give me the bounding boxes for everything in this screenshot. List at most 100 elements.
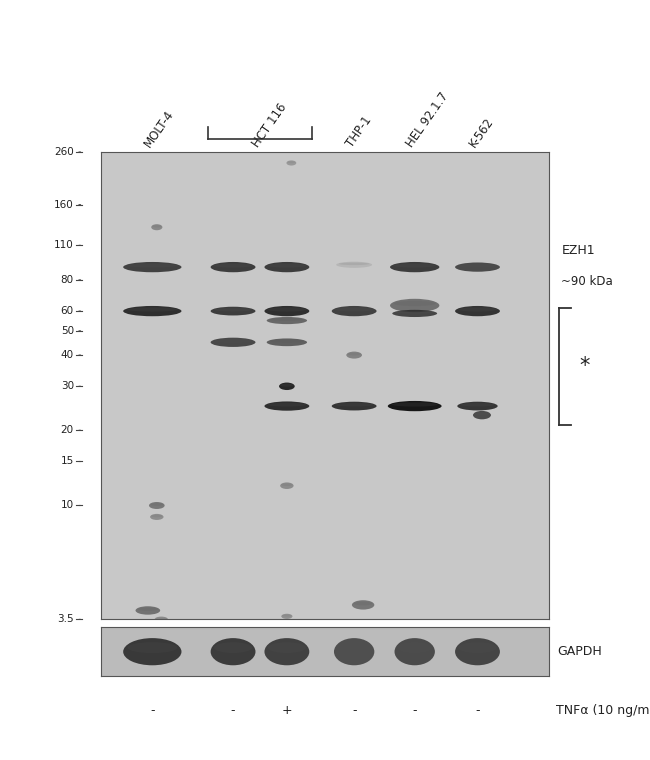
Ellipse shape — [266, 338, 307, 346]
Text: 40: 40 — [60, 350, 74, 360]
Ellipse shape — [279, 382, 294, 390]
Ellipse shape — [336, 261, 372, 268]
Ellipse shape — [265, 401, 309, 410]
Ellipse shape — [354, 602, 372, 606]
Ellipse shape — [280, 384, 294, 387]
Text: 260: 260 — [54, 147, 74, 157]
Ellipse shape — [287, 161, 296, 163]
Ellipse shape — [396, 311, 434, 314]
Text: -: - — [475, 704, 480, 717]
Text: GAPDH: GAPDH — [557, 645, 602, 658]
Ellipse shape — [392, 310, 437, 317]
Ellipse shape — [155, 617, 167, 619]
Ellipse shape — [392, 403, 437, 407]
Ellipse shape — [268, 308, 306, 312]
Text: 160: 160 — [54, 200, 74, 210]
Ellipse shape — [123, 262, 181, 272]
Ellipse shape — [334, 638, 374, 665]
Ellipse shape — [332, 306, 376, 316]
Ellipse shape — [455, 262, 500, 272]
Text: 20: 20 — [60, 426, 74, 435]
Ellipse shape — [265, 638, 309, 665]
Ellipse shape — [137, 607, 159, 611]
Ellipse shape — [335, 308, 373, 312]
Ellipse shape — [211, 638, 255, 665]
Ellipse shape — [265, 306, 309, 316]
Ellipse shape — [281, 614, 292, 619]
Ellipse shape — [214, 308, 252, 312]
Ellipse shape — [398, 642, 432, 653]
Ellipse shape — [127, 308, 177, 312]
Text: 3.5: 3.5 — [57, 614, 74, 625]
Ellipse shape — [265, 262, 309, 272]
Ellipse shape — [458, 642, 497, 653]
Text: -: - — [352, 704, 356, 717]
Ellipse shape — [266, 317, 307, 324]
Ellipse shape — [151, 224, 162, 230]
Ellipse shape — [390, 299, 439, 312]
Ellipse shape — [268, 642, 306, 653]
Ellipse shape — [335, 403, 373, 407]
Text: -: - — [413, 704, 417, 717]
Ellipse shape — [214, 642, 252, 653]
Text: ~90 kDa: ~90 kDa — [562, 274, 613, 287]
Ellipse shape — [339, 263, 369, 265]
Ellipse shape — [150, 503, 164, 506]
Ellipse shape — [211, 262, 255, 272]
Text: *: * — [580, 356, 590, 376]
Ellipse shape — [455, 306, 500, 316]
Ellipse shape — [281, 483, 292, 486]
Ellipse shape — [394, 264, 436, 268]
Ellipse shape — [268, 264, 306, 268]
Text: 15: 15 — [60, 457, 74, 467]
Text: 80: 80 — [60, 275, 74, 285]
Ellipse shape — [346, 352, 362, 359]
Ellipse shape — [395, 638, 435, 665]
Text: TNFα (10 ng/ml, 40 min): TNFα (10 ng/ml, 40 min) — [556, 704, 650, 717]
Ellipse shape — [127, 642, 177, 653]
Text: EZH1: EZH1 — [562, 244, 595, 257]
Ellipse shape — [268, 403, 306, 407]
Ellipse shape — [280, 483, 294, 489]
Ellipse shape — [352, 600, 374, 610]
Ellipse shape — [458, 402, 498, 410]
Text: MOLT-4: MOLT-4 — [142, 107, 177, 150]
Ellipse shape — [270, 318, 304, 321]
Ellipse shape — [214, 339, 252, 343]
Ellipse shape — [150, 514, 164, 520]
Ellipse shape — [152, 225, 162, 227]
Text: 60: 60 — [60, 306, 74, 316]
Ellipse shape — [127, 264, 177, 268]
Ellipse shape — [151, 515, 162, 518]
Text: 10: 10 — [60, 501, 74, 511]
Ellipse shape — [337, 642, 371, 653]
Ellipse shape — [458, 308, 497, 312]
Ellipse shape — [388, 401, 441, 411]
Ellipse shape — [155, 616, 168, 622]
Ellipse shape — [214, 264, 252, 268]
Ellipse shape — [455, 638, 500, 665]
Text: THP-1: THP-1 — [343, 114, 374, 150]
Ellipse shape — [135, 606, 160, 615]
Text: 110: 110 — [54, 240, 74, 250]
Ellipse shape — [149, 502, 164, 509]
Text: 50: 50 — [60, 326, 74, 336]
Ellipse shape — [282, 615, 292, 616]
Ellipse shape — [394, 301, 436, 306]
Text: -: - — [231, 704, 235, 717]
Ellipse shape — [460, 403, 495, 407]
Ellipse shape — [211, 307, 255, 315]
Text: K-562: K-562 — [467, 115, 497, 150]
Text: HCT 116: HCT 116 — [250, 100, 289, 150]
Ellipse shape — [211, 337, 255, 347]
Ellipse shape — [287, 160, 296, 166]
Ellipse shape — [270, 340, 304, 343]
Ellipse shape — [473, 411, 491, 420]
Text: +: + — [281, 704, 292, 717]
Ellipse shape — [123, 306, 181, 316]
Ellipse shape — [123, 638, 181, 665]
Ellipse shape — [348, 353, 361, 356]
Text: HEL 92.1.7: HEL 92.1.7 — [404, 90, 451, 150]
Ellipse shape — [474, 412, 489, 416]
Ellipse shape — [390, 262, 439, 272]
